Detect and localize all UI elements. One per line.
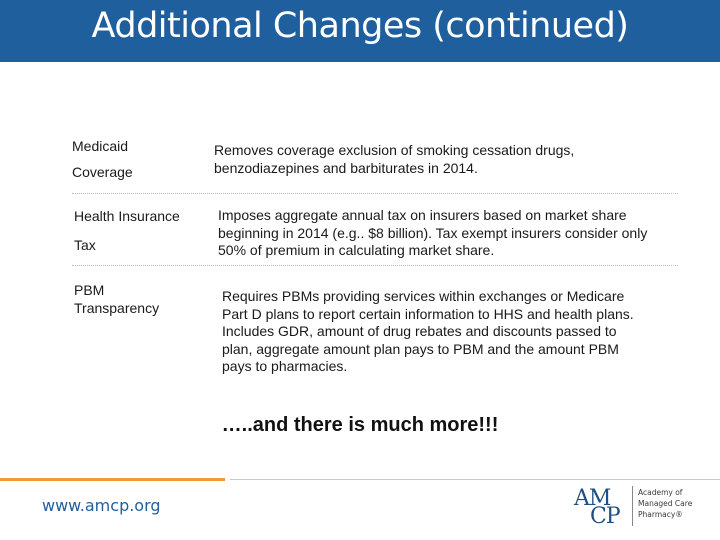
logo-tagline-line: Managed Care: [638, 499, 693, 508]
row-label-line-2: Tax: [74, 237, 96, 253]
row-divider: [72, 265, 678, 266]
row-label-line-1: Medicaid: [72, 138, 129, 154]
slide-title: Additional Changes (continued): [91, 6, 629, 46]
logo-tagline: Academy of Managed Care Pharmacy®: [638, 487, 698, 520]
logo-am: AM: [574, 486, 611, 511]
logo-tagline-line: Academy of: [638, 488, 683, 497]
footer-divider-line: [230, 479, 720, 480]
amcp-logo: AM CP Academy of Managed Care Pharmacy®: [574, 484, 694, 530]
more-text: …..and there is much more!!!: [221, 414, 499, 436]
logo-divider: [632, 486, 633, 526]
row-description: Removes coverage exclusion of smoking ce…: [214, 142, 575, 176]
row-label-line-2: Coverage: [72, 164, 133, 180]
logo-tagline-line: Pharmacy®: [638, 510, 683, 519]
row-description: Requires PBMs providing services within …: [222, 288, 634, 374]
row-divider: [72, 193, 678, 194]
title-bar: Additional Changes (continued): [0, 0, 720, 62]
footer-accent-line: [0, 478, 225, 481]
row-label-line-1: Health Insurance: [74, 208, 180, 224]
logo-cp: CP: [590, 504, 621, 529]
website-link[interactable]: www.amcp.org: [42, 496, 161, 515]
row-description: Imposes aggregate annual tax on insurers…: [218, 207, 648, 258]
row-label-line-1: PBM: [74, 282, 105, 298]
row-label-line-2: Transparency: [74, 300, 160, 316]
